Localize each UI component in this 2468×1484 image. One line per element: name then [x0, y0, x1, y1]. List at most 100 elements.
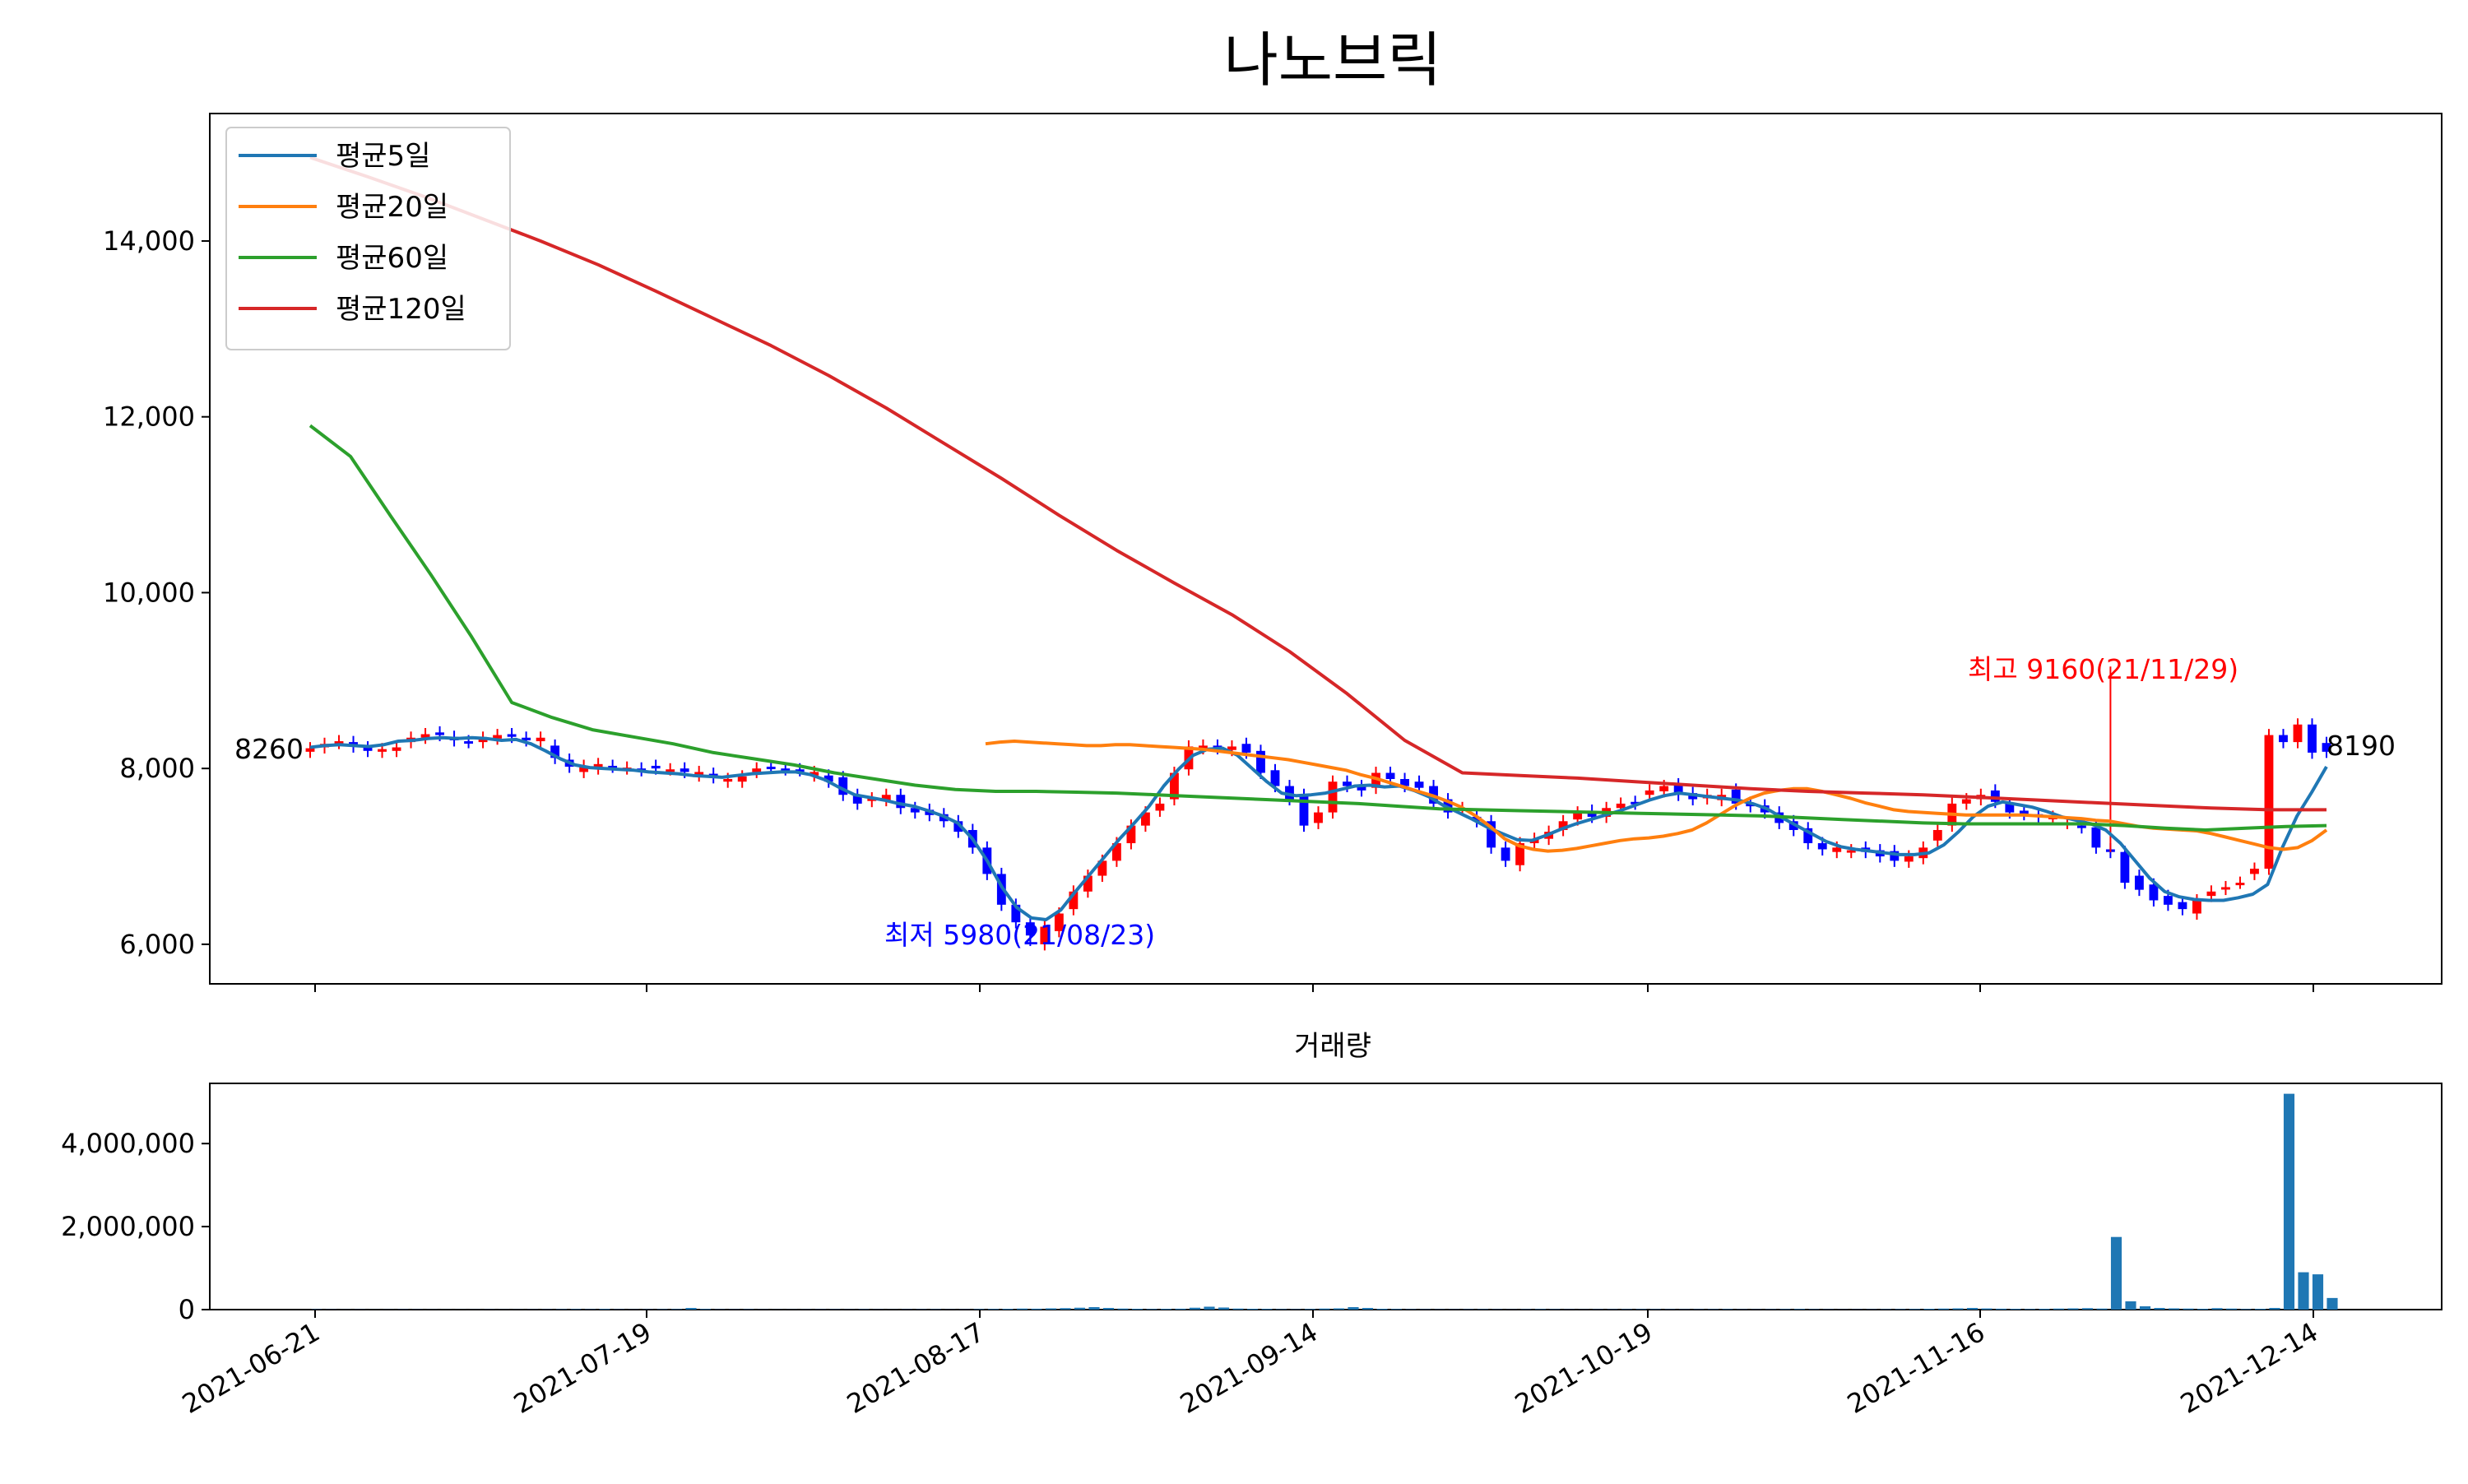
low-price-annotation: 최저 5980(21/08/23): [884, 919, 1155, 951]
volume-bar: [1405, 1309, 1416, 1310]
price-y-tick-label: 12,000: [103, 401, 195, 433]
volume-bar: [1204, 1306, 1214, 1310]
volume-bar: [1621, 1309, 1632, 1310]
volume-bar: [1478, 1309, 1488, 1310]
legend-label-ma5: 평균5일: [336, 140, 430, 173]
price-y-tick-label: 6,000: [119, 929, 195, 960]
candle-body: [2236, 883, 2245, 885]
candle-body: [1314, 813, 1323, 823]
volume-bar: [1146, 1309, 1157, 1310]
volume-bar: [1779, 1309, 1790, 1310]
volume-title: 거래량: [1294, 1030, 1371, 1063]
volume-bar: [2111, 1237, 2122, 1310]
volume-bar: [1305, 1309, 1315, 1310]
candle-body: [1645, 791, 1654, 795]
candle-body: [378, 749, 387, 752]
volume-bar: [1952, 1308, 1963, 1310]
candle-body: [2308, 725, 2317, 753]
legend: 평균5일 평균20일 평균60일 평균120일: [226, 128, 510, 350]
volume-bar: [2211, 1308, 2222, 1310]
candle-body: [508, 734, 517, 736]
volume-bar: [1074, 1308, 1085, 1310]
volume-bar: [1103, 1308, 1114, 1310]
volume-bar: [1722, 1309, 1733, 1310]
volume-bar: [2327, 1298, 2337, 1310]
volume-bar: [2010, 1309, 2020, 1310]
first-close-label: 8260: [234, 733, 304, 765]
volume-bar: [1175, 1309, 1185, 1310]
candle-body: [2164, 896, 2173, 905]
volume-bar: [1981, 1309, 1992, 1310]
candle-body: [306, 749, 315, 752]
volume-bar: [1319, 1309, 1329, 1310]
volume-bar: [2154, 1308, 2164, 1310]
volume-bar: [2298, 1273, 2308, 1310]
candle-body: [2294, 725, 2303, 742]
volume-bar: [2140, 1306, 2150, 1310]
volume-bar: [1808, 1309, 1819, 1310]
candle-body: [2091, 828, 2100, 848]
volume-bar: [973, 1309, 984, 1310]
candle-body: [652, 766, 661, 768]
volume-bar: [1276, 1309, 1287, 1310]
candle-body: [2250, 869, 2259, 874]
candle-body: [2077, 826, 2086, 828]
volume-bar: [2284, 1094, 2294, 1310]
volume-bar: [1060, 1308, 1070, 1310]
legend-label-ma60: 평균60일: [336, 242, 448, 275]
volume-bar: [656, 1309, 667, 1310]
chart-title: 나노브릭: [1224, 26, 1442, 95]
volume-bar: [1923, 1309, 1934, 1310]
candle-body: [2192, 900, 2201, 913]
volume-bar: [2255, 1309, 2266, 1310]
high-price-annotation: 최고 9160(21/11/29): [1968, 653, 2238, 685]
volume-bar: [1708, 1309, 1719, 1310]
volume-y-tick-label: 0: [179, 1294, 195, 1325]
volume-bar: [1895, 1309, 1905, 1310]
volume-bar: [1549, 1309, 1560, 1310]
volume-bar: [1190, 1308, 1200, 1310]
volume-bar: [2269, 1308, 2280, 1310]
candle-body: [2135, 876, 2144, 890]
legend-label-ma20: 평균20일: [336, 191, 448, 224]
candle-body: [2221, 887, 2230, 889]
volume-bar: [685, 1308, 696, 1310]
volume-bar: [700, 1309, 711, 1310]
volume-bar: [556, 1309, 567, 1310]
volume-bar: [671, 1309, 682, 1310]
volume-bar: [1391, 1309, 1402, 1310]
volume-bar: [1290, 1309, 1301, 1310]
volume-bar: [1348, 1307, 1358, 1310]
volume-bar: [1535, 1309, 1546, 1310]
volume-y-tick-label: 2,000,000: [61, 1211, 195, 1242]
candle-body: [738, 777, 747, 781]
price-y-tick-label: 10,000: [103, 577, 195, 608]
candle-body: [1501, 847, 1510, 860]
volume-bar: [1362, 1308, 1373, 1310]
volume-bar: [570, 1309, 581, 1310]
candle-body: [1962, 800, 1971, 804]
volume-bar: [1247, 1309, 1258, 1310]
candle-body: [680, 768, 689, 772]
volume-bar: [2067, 1308, 2078, 1310]
volume-bar: [1996, 1309, 2006, 1310]
candle-body: [1818, 843, 1827, 849]
volume-bar: [1334, 1308, 1344, 1310]
volume-bar: [1938, 1309, 1949, 1310]
volume-bar: [2025, 1309, 2035, 1310]
volume-bar: [2197, 1309, 2208, 1310]
volume-bar: [1046, 1308, 1056, 1310]
volume-bar: [2183, 1309, 2193, 1310]
volume-bar: [2096, 1309, 2107, 1310]
volume-bar: [1261, 1309, 1272, 1310]
volume-bar: [2313, 1274, 2323, 1310]
volume-bar: [2053, 1309, 2064, 1310]
price-y-tick-label: 8,000: [119, 753, 195, 784]
volume-y-tick-label: 4,000,000: [61, 1128, 195, 1159]
volume-bar: [1635, 1309, 1646, 1310]
candle-body: [1155, 804, 1164, 811]
volume-bar: [1117, 1309, 1128, 1310]
volume-bar: [1967, 1308, 1978, 1310]
candle-body: [752, 768, 761, 772]
